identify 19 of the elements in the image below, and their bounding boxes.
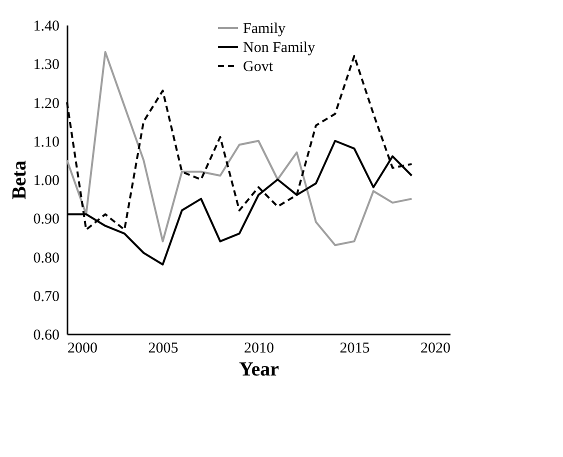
y-tick-label: 1.30 — [33, 57, 60, 74]
legend-label: Family — [243, 21, 286, 37]
x-tick-label: 2010 — [244, 340, 274, 356]
x-axis-title: Year — [239, 358, 280, 380]
x-tick-label: 2015 — [340, 340, 370, 356]
y-axis-title: Beta — [8, 160, 30, 200]
legend-label: Non Family — [243, 40, 316, 56]
y-tick-label: 1.20 — [33, 96, 60, 112]
x-tick-label: 2020 — [420, 340, 450, 356]
x-tick-label: 2005 — [148, 340, 178, 356]
y-tick-label: 1.00 — [33, 173, 60, 189]
y-tick-label: 0.90 — [33, 212, 60, 228]
y-tick-label: 0.80 — [33, 250, 60, 266]
y-tick-label: 0.70 — [33, 288, 60, 305]
x-tick-label: 2000 — [68, 340, 98, 356]
y-tick-label: 0.60 — [33, 328, 60, 344]
legend-label: Govt — [243, 59, 274, 75]
y-tick-label: 1.40 — [33, 18, 60, 34]
y-tick-label: 1.10 — [33, 134, 60, 150]
